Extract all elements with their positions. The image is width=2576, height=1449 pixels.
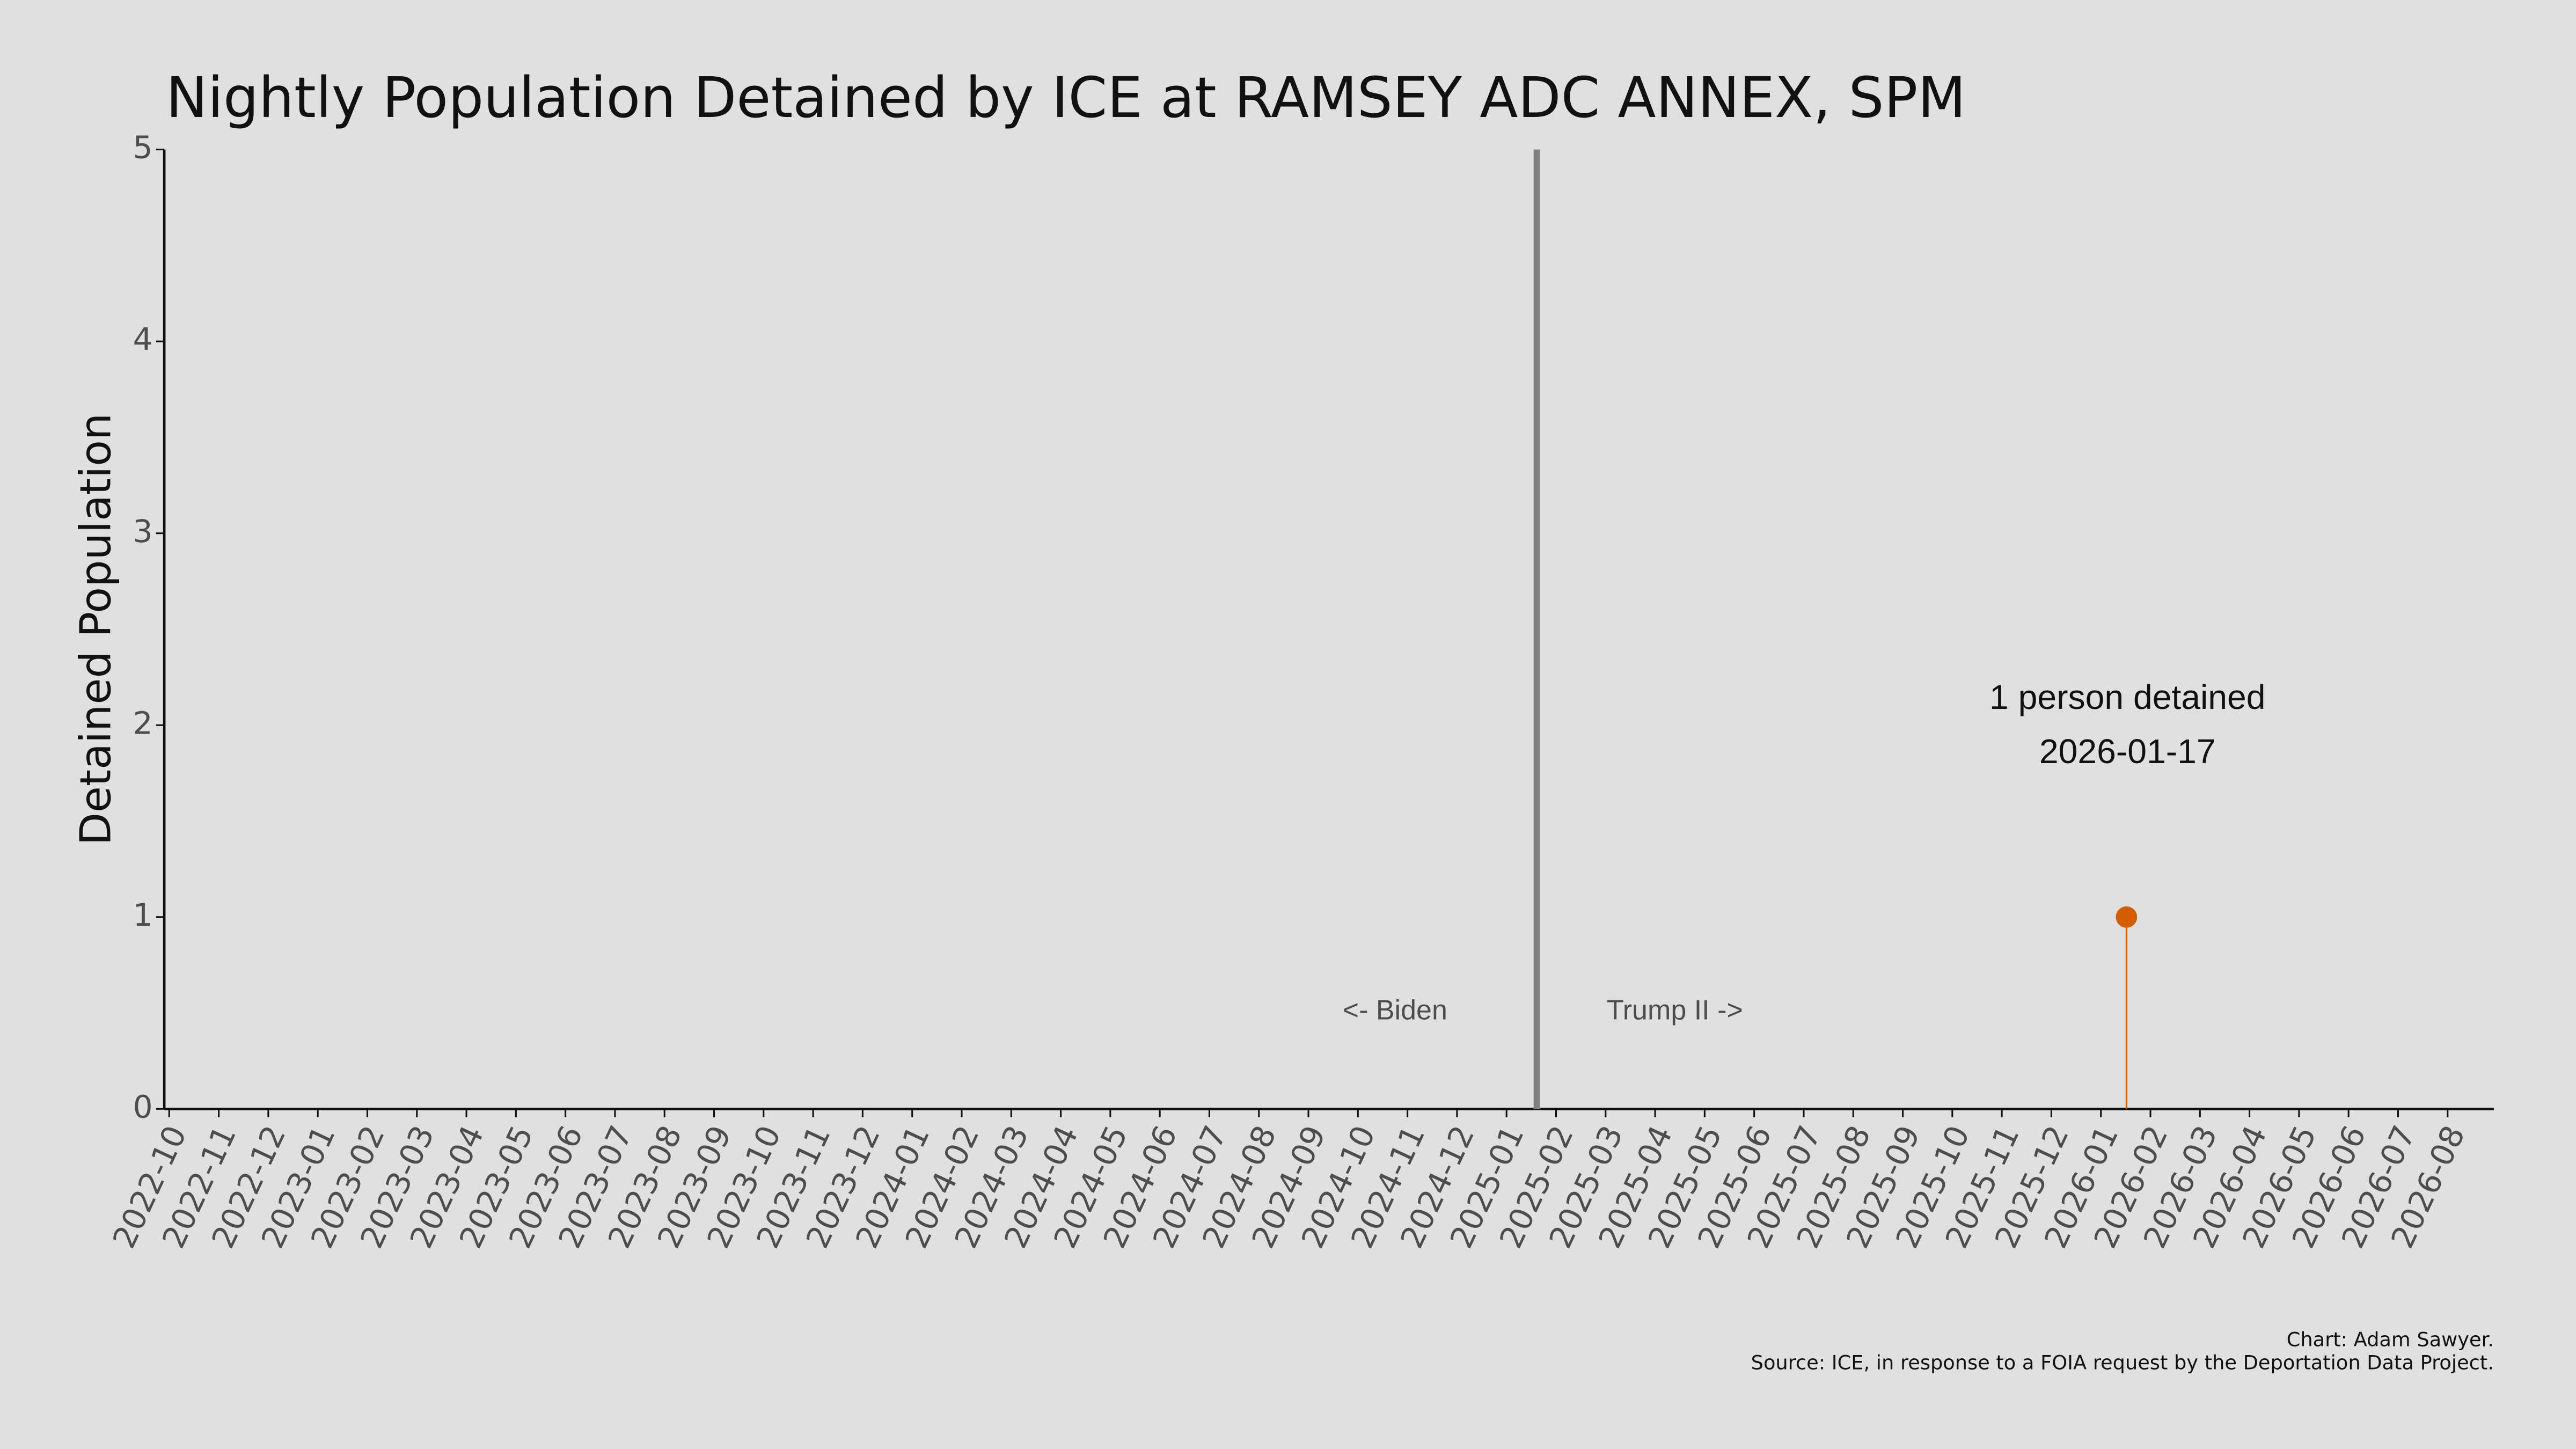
annotation: 2026-01-17 — [2039, 732, 2216, 771]
point — [2116, 906, 2138, 928]
y-tick-label: 1 — [133, 897, 153, 933]
annotation: 1 person detained — [1989, 678, 2266, 716]
y-tick-label: 2 — [133, 705, 153, 741]
caption: Source: ICE, in response to a FOIA reque… — [1751, 1351, 2494, 1374]
annotation: Trump II -> — [1607, 994, 1743, 1026]
annotation: <- Biden — [1343, 994, 1447, 1026]
y-axis-label: Detained Population — [71, 413, 121, 846]
y-tick-label: 0 — [133, 1088, 153, 1125]
y-tick-label: 4 — [133, 321, 153, 357]
chart-title: Nightly Population Detained by ICE at RA… — [166, 65, 1966, 130]
y-tick-label: 5 — [133, 129, 153, 166]
y-tick-label: 3 — [133, 513, 153, 550]
caption: Chart: Adam Sawyer. — [2287, 1328, 2494, 1351]
